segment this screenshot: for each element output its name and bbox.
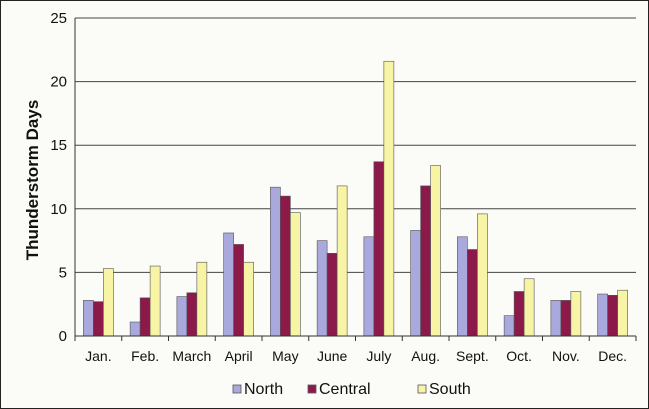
- gridlines: [75, 17, 636, 273]
- bar-central-6: [373, 161, 385, 337]
- bar-south-8: [477, 213, 488, 337]
- legend-swatch-central: [307, 384, 317, 394]
- x-category-label: Oct.: [506, 348, 532, 364]
- legend-label-north: North: [244, 381, 283, 398]
- bar-central-8: [467, 249, 478, 337]
- bar-central-2: [186, 292, 198, 337]
- legend: North Central South: [232, 381, 471, 398]
- x-category-label: March: [172, 348, 211, 364]
- bar-south-5: [336, 185, 348, 337]
- y-tick-labels: 0 5 10 15 20 25: [50, 10, 67, 345]
- axes: [74, 18, 637, 341]
- legend-label-south: South: [429, 381, 471, 398]
- y-tick-label: 15: [50, 137, 67, 154]
- bar-central-9: [513, 291, 525, 337]
- x-category-label: Aug.: [411, 348, 440, 364]
- bar-south-2: [196, 261, 208, 337]
- x-category-label: Nov.: [552, 348, 580, 364]
- legend-label-central: Central: [319, 381, 371, 398]
- bar-north-5: [316, 240, 328, 337]
- y-axis-label: Thunderstorm Days: [23, 100, 42, 261]
- x-category-label: Feb.: [131, 348, 159, 364]
- bars: [83, 60, 628, 337]
- bar-north-2: [176, 296, 188, 337]
- bar-north-8: [457, 236, 468, 337]
- bar-south-1: [149, 265, 161, 337]
- bar-north-1: [129, 321, 141, 337]
- x-category-label: April: [225, 348, 253, 364]
- bar-south-4: [290, 212, 301, 337]
- y-tick-label: 20: [50, 74, 67, 91]
- y-tick-label: 5: [59, 264, 67, 281]
- x-category-label: July: [366, 348, 391, 364]
- x-category-label: Dec.: [598, 348, 627, 364]
- bar-north-10: [550, 300, 562, 337]
- legend-swatch-north: [232, 384, 242, 394]
- x-category-label: May: [272, 348, 298, 364]
- bar-north-9: [503, 315, 515, 337]
- legend-swatch-south: [417, 384, 427, 394]
- bar-south-9: [523, 278, 535, 337]
- bar-south-7: [430, 165, 441, 337]
- bar-south-11: [617, 289, 628, 337]
- bar-central-10: [560, 300, 572, 337]
- bar-north-0: [83, 300, 94, 337]
- y-tick-label: 0: [59, 328, 67, 345]
- bar-central-5: [326, 253, 338, 337]
- bar-south-6: [383, 60, 395, 337]
- bar-north-6: [363, 236, 375, 337]
- bar-south-10: [570, 291, 582, 337]
- bar-north-4: [270, 186, 281, 337]
- bar-central-7: [420, 185, 431, 337]
- bar-central-1: [139, 297, 151, 337]
- x-category-label: Sept.: [456, 348, 489, 364]
- y-tick-label: 10: [50, 201, 67, 218]
- x-category-labels: Jan. Feb. March April May June July Aug. Sept. Oc…: [85, 348, 627, 364]
- bar-north-11: [597, 293, 608, 337]
- bar-central-3: [233, 244, 244, 337]
- bar-north-7: [410, 230, 421, 337]
- y-tick-label: 25: [50, 10, 67, 27]
- x-category-label: Jan.: [85, 348, 111, 364]
- bar-south-0: [103, 268, 114, 337]
- bar-central-11: [607, 294, 618, 337]
- bar-south-3: [243, 261, 254, 337]
- bar-central-4: [280, 195, 291, 337]
- bar-north-3: [223, 232, 234, 337]
- bar-central-0: [93, 301, 104, 337]
- x-category-label: June: [317, 348, 348, 364]
